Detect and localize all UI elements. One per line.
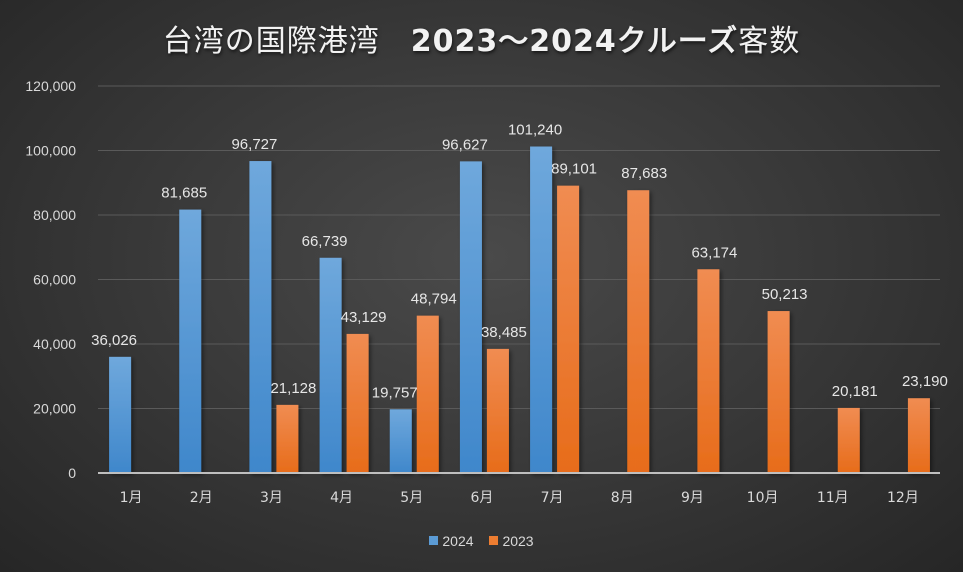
x-tick-label: 6月 xyxy=(470,490,493,506)
legend-item-2023[interactable]: 2023 xyxy=(489,532,534,549)
x-tick-label: 10月 xyxy=(747,490,779,506)
legend-swatch-2024 xyxy=(429,536,439,545)
data-label-2023-11: 20,181 xyxy=(832,383,878,400)
x-tick-label: 7月 xyxy=(541,490,564,506)
legend-label-2023: 2023 xyxy=(502,532,534,549)
data-label-2024-4: 66,739 xyxy=(302,233,348,250)
x-tick-label: 5月 xyxy=(400,490,423,506)
legend-swatch-2023 xyxy=(489,536,499,545)
y-tick-label: 80,000 xyxy=(33,207,76,223)
bar-2024-1[interactable] xyxy=(109,356,132,473)
bar-2024-2[interactable] xyxy=(179,209,202,474)
data-label-2024-6: 96,627 xyxy=(442,136,488,153)
data-labels: 36,026 81,685 96,727 21,128 66,739 43,129 19,7… xyxy=(91,122,948,402)
gridlines xyxy=(98,85,940,409)
data-label-2023-5: 48,794 xyxy=(411,291,457,308)
bar-2023-8[interactable] xyxy=(627,190,650,473)
y-tick-label: 0 xyxy=(68,465,76,481)
bar-2023-3[interactable] xyxy=(276,404,299,473)
data-label-2023-3: 21,128 xyxy=(270,380,316,397)
data-label-2023-4: 43,129 xyxy=(341,309,387,326)
legend-item-2024[interactable]: 2024 xyxy=(429,532,474,549)
data-label-2024-5: 19,757 xyxy=(372,384,418,401)
x-tick-label: 3月 xyxy=(260,490,283,506)
data-label-2023-6: 38,485 xyxy=(481,324,527,341)
y-axis-ticks: 0 20,000 40,000 60,000 80,000 100,000 120,000 xyxy=(25,78,76,481)
bar-2024-3[interactable] xyxy=(249,161,272,473)
data-label-2023-12: 23,190 xyxy=(902,373,948,390)
bar-2023-5[interactable] xyxy=(416,315,439,473)
data-label-2024-1: 36,026 xyxy=(91,332,137,349)
bar-2023-6[interactable] xyxy=(486,348,509,473)
bar-2023-9[interactable] xyxy=(697,269,720,473)
bar-2024-4[interactable] xyxy=(319,257,342,473)
data-label-2024-7: 101,240 xyxy=(508,122,562,139)
y-tick-label: 120,000 xyxy=(25,78,76,94)
x-tick-label: 9月 xyxy=(681,490,704,506)
y-tick-label: 100,000 xyxy=(25,143,76,159)
bar-2024-7[interactable] xyxy=(530,146,553,473)
x-tick-label: 8月 xyxy=(611,490,634,506)
data-label-2023-7: 89,101 xyxy=(551,161,597,178)
data-label-2024-3: 96,727 xyxy=(231,136,277,153)
x-tick-label: 4月 xyxy=(330,490,353,506)
x-tick-label: 1月 xyxy=(120,490,143,506)
x-tick-label: 11月 xyxy=(817,490,849,506)
y-tick-label: 60,000 xyxy=(33,272,76,288)
bar-2023-7[interactable] xyxy=(557,185,580,473)
bar-2023-10[interactable] xyxy=(767,311,790,473)
bar-2023-4[interactable] xyxy=(346,333,369,473)
chart-title-years: 2023～2024クルーズ xyxy=(410,24,739,59)
y-tick-label: 20,000 xyxy=(33,401,76,417)
x-axis-ticks: 1月 2月 3月 4月 5月 6月 7月 8月 9月 10月 11月 12月 xyxy=(98,472,940,506)
chart-title: 台湾の国際港湾 2023～2024クルーズ客数 xyxy=(0,16,963,60)
legend: 2024 2023 xyxy=(0,532,963,549)
bars xyxy=(109,146,930,474)
bar-2023-12[interactable] xyxy=(907,398,930,473)
data-label-2023-9: 63,174 xyxy=(691,244,737,261)
bar-2024-6[interactable] xyxy=(459,161,482,473)
y-tick-label: 40,000 xyxy=(33,336,76,352)
x-tick-label: 12月 xyxy=(887,490,919,506)
bar-2023-11[interactable] xyxy=(837,407,860,473)
chart-title-suffix: 客数 xyxy=(738,24,801,59)
x-tick-label: 2月 xyxy=(190,490,213,506)
data-label-2023-10: 50,213 xyxy=(762,286,808,303)
chart-title-jp: 台湾の国際港湾 xyxy=(162,24,380,59)
data-label-2023-8: 87,683 xyxy=(621,165,667,182)
data-label-2024-2: 81,685 xyxy=(161,185,207,202)
legend-label-2024: 2024 xyxy=(442,532,474,549)
bar-2024-5[interactable] xyxy=(389,409,412,473)
